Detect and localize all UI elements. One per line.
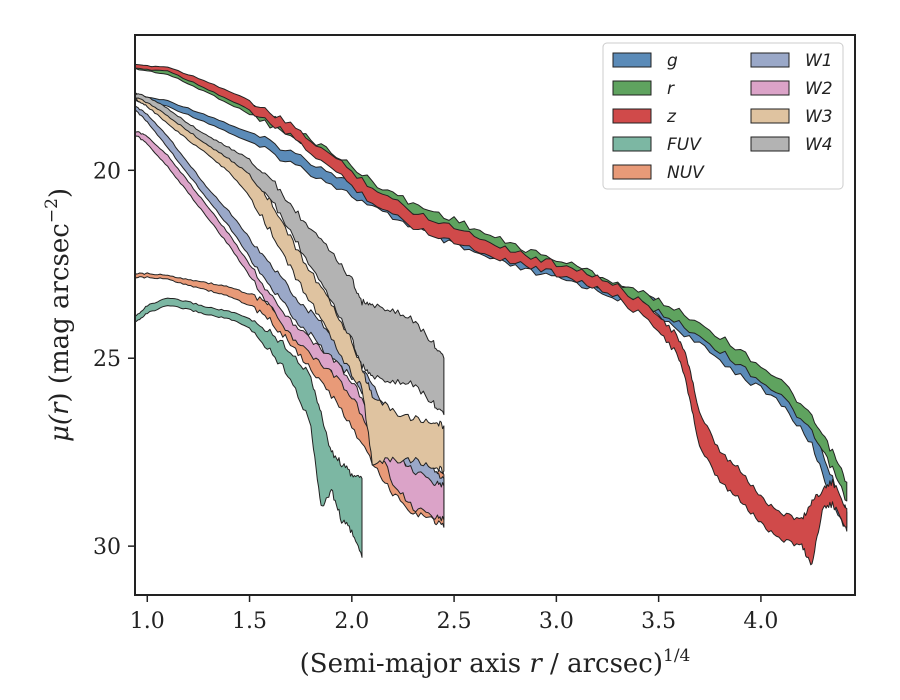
legend-label: W4 [805, 135, 833, 155]
x-ticks: 1.0 1.5 2.0 2.5 3.0 3.5 4.0 [130, 595, 778, 634]
y-tick-label: 25 [93, 347, 121, 372]
x-tick-label: 4.0 [743, 609, 778, 634]
legend-label: NUV [667, 163, 705, 183]
legend-swatch [612, 136, 652, 152]
y-tick-label: 20 [93, 159, 121, 184]
x-tick-label: 2.0 [334, 609, 369, 634]
legend-swatch [612, 108, 652, 124]
legend-entry-g: g [612, 51, 678, 71]
legend-label: r [667, 79, 675, 99]
y-ticks: 20 25 30 [93, 159, 135, 560]
legend-swatch [612, 52, 652, 68]
legend-box [602, 42, 844, 190]
legend: grz FUV NUV W1 W2 W3 W4 [602, 42, 844, 190]
legend-label: W3 [805, 107, 833, 127]
legend-entry-fuv: FUV [612, 135, 702, 155]
legend-entry-w4: W4 [750, 135, 833, 155]
band-z [134, 63, 848, 566]
band-w4 [134, 92, 445, 416]
plot-frame [134, 34, 856, 596]
legend-entry-z: z [612, 107, 677, 127]
legend-swatch [612, 164, 652, 180]
legend-entry-nuv: NUV [612, 163, 705, 183]
legend-entry-w2: W2 [750, 79, 833, 99]
legend-swatch [750, 136, 790, 152]
x-tick-label: 3.0 [539, 609, 574, 634]
x-axis-title: (Semi-major axis r / arcsec)1/4 [300, 646, 691, 679]
legend-label: W2 [805, 79, 833, 99]
x-tick-label: 1.5 [232, 609, 267, 634]
legend-label: FUV [667, 135, 702, 155]
x-tick-label: 3.5 [641, 609, 676, 634]
legend-label: g [667, 51, 678, 71]
legend-entry-w3: W3 [750, 107, 833, 127]
legend-swatch [750, 52, 790, 68]
legend-label: W1 [805, 51, 833, 71]
legend-label: z [666, 107, 677, 127]
legend-swatch [612, 80, 652, 96]
series-bands [134, 63, 848, 566]
legend-entry-r: r [612, 79, 675, 99]
legend-entry-w1: W1 [750, 51, 833, 71]
x-tick-label: 1.0 [130, 609, 165, 634]
x-tick-label: 2.5 [437, 609, 472, 634]
y-axis-title: μ(r) (mag arcsec−2) [42, 188, 75, 442]
band-fuv [134, 297, 363, 558]
legend-swatch [750, 80, 790, 96]
legend-swatch [750, 108, 790, 124]
y-tick-label: 30 [93, 535, 121, 560]
